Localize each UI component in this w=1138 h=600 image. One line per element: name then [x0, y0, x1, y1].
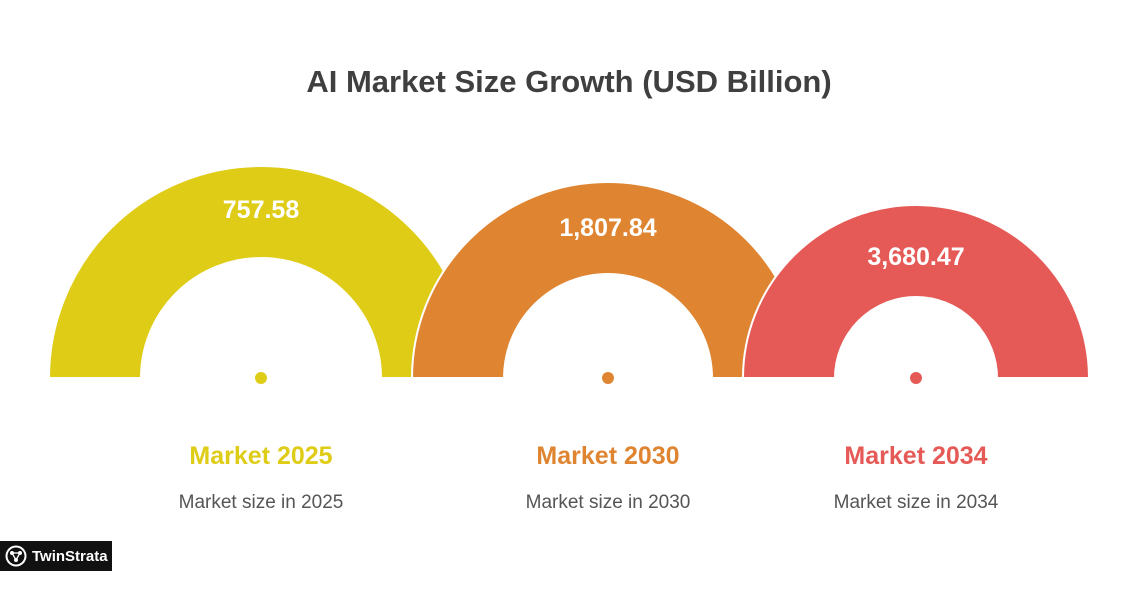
chart-title: AI Market Size Growth (USD Billion) — [306, 64, 832, 99]
category-description-2034: Market size in 2034 — [833, 492, 999, 513]
gauge-arc-2 — [741, 204, 1091, 379]
category-description-2030: Market size in 2030 — [525, 492, 691, 513]
value-label-1: 1,807.84 — [559, 214, 656, 242]
value-label-2: 3,680.47 — [867, 243, 964, 271]
category-label-2034: Market 2034 — [844, 442, 988, 470]
gauge-center-dot-0 — [255, 372, 267, 384]
gauge-center-dot-2 — [910, 372, 922, 384]
gauge-center-dot-1 — [602, 372, 614, 384]
category-label-2025: Market 2025 — [189, 442, 333, 470]
category-label-2030: Market 2030 — [536, 442, 680, 470]
brand-name: TwinStrata — [32, 547, 108, 565]
value-label-0: 757.58 — [223, 196, 300, 224]
brand-badge: TwinStrata — [0, 541, 112, 571]
category-description-2025: Market size in 2025 — [178, 492, 344, 513]
brain-network-icon — [5, 545, 27, 567]
